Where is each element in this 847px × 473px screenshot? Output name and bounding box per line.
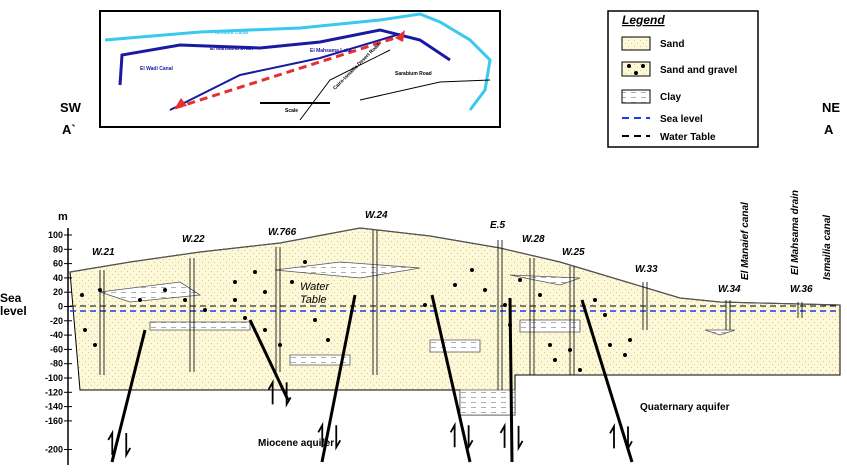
gravel: [243, 316, 247, 320]
depth-tick-label: -160: [45, 416, 63, 426]
point: A: [824, 122, 834, 137]
gravel: [183, 298, 187, 302]
depth-tick-label: -120: [45, 387, 63, 397]
gravel: [233, 298, 237, 302]
fault: [510, 298, 512, 462]
depth-tick-label: 40: [53, 273, 63, 283]
legend-title: Legend: [622, 13, 665, 27]
map-label: Ismailia Canal: [215, 30, 249, 36]
legend-item: Clay: [660, 92, 682, 103]
direction: NE: [822, 100, 840, 115]
legend-item: Sand and gravel: [660, 65, 737, 76]
depth-tick-label: 20: [53, 287, 63, 297]
well-label: W.33: [635, 264, 658, 275]
depth-tick-label: -40: [50, 330, 63, 340]
well-label: W.34: [718, 284, 741, 295]
gravel: [641, 64, 645, 68]
aquifer-label: Quaternary aquifer: [640, 402, 730, 413]
gravel: [518, 278, 522, 282]
gravel: [80, 293, 84, 297]
gravel: [253, 270, 257, 274]
depth-tick-label: -140: [45, 402, 63, 412]
gravel: [470, 268, 474, 272]
quaternary-body: [70, 228, 840, 415]
axis-unit: m: [58, 211, 68, 223]
gravel: [608, 343, 612, 347]
gravel: [290, 280, 294, 284]
gravel: [483, 288, 487, 292]
well-label: W.28: [522, 234, 545, 245]
depth-tick-label: 60: [53, 259, 63, 269]
depth-tick-label: -60: [50, 344, 63, 354]
depth-tick-label: -100: [45, 373, 63, 383]
gravel: [203, 308, 207, 312]
legend-swatch: [622, 90, 650, 103]
gravel: [628, 338, 632, 342]
gravel: [627, 64, 631, 68]
well-label: W.24: [365, 210, 388, 221]
well-label: W.36: [790, 284, 813, 295]
gravel: [603, 313, 607, 317]
gravel: [326, 338, 330, 342]
gravel: [278, 343, 282, 347]
gravel: [553, 358, 557, 362]
gravel: [623, 353, 627, 357]
legend-swatch: [622, 37, 650, 50]
canal-label: El Mahsama drain: [790, 190, 801, 275]
gravel: [568, 348, 572, 352]
sea-level-label: Sea level: [0, 292, 40, 318]
legend-frame: [608, 11, 758, 147]
gravel: [303, 260, 307, 264]
map-label: Scale: [285, 108, 298, 114]
map-label: El Wadi Canal: [140, 66, 173, 72]
diagram: Ismailia Canal El Mahsama Drain El Mahsa…: [0, 0, 847, 473]
legend-item: Sea level: [660, 114, 703, 125]
map-label: El Mahsama Drain: [210, 46, 253, 52]
gravel: [138, 298, 142, 302]
gravel: [83, 328, 87, 332]
depth-tick-label: -20: [50, 316, 63, 326]
map-label: Sarabium Road: [395, 71, 432, 77]
gravel: [233, 280, 237, 284]
water-table-label: Water Table: [300, 281, 345, 307]
well-label: W.22: [182, 234, 205, 245]
gravel: [313, 318, 317, 322]
gravel: [538, 293, 542, 297]
legend-item: Sand: [660, 39, 684, 50]
map-label: El Mahsama Lake: [310, 48, 352, 54]
canal-label: Ismailia canal: [822, 215, 833, 280]
gravel: [453, 283, 457, 287]
legend-item: Water Table: [660, 132, 716, 143]
depth-tick-label: 0: [58, 302, 63, 312]
gravel: [578, 368, 582, 372]
page: Ismailia Canal El Mahsama Drain El Mahsa…: [0, 0, 847, 473]
gravel: [98, 288, 102, 292]
well-label: W.21: [92, 247, 115, 258]
depth-tick-label: -80: [50, 359, 63, 369]
gravel: [634, 71, 638, 75]
gravel: [423, 303, 427, 307]
gravel: [593, 298, 597, 302]
direction: SW: [60, 100, 82, 115]
gravel: [548, 343, 552, 347]
well-label: W.25: [562, 247, 585, 258]
gravel: [503, 303, 507, 307]
depth-tick-label: 80: [53, 244, 63, 254]
gravel: [163, 288, 167, 292]
canal-label: El Manaief canal: [740, 202, 751, 280]
depth-tick-label: -200: [45, 445, 63, 455]
gravel: [93, 343, 97, 347]
gravel: [263, 290, 267, 294]
well-label: W.766: [268, 227, 297, 238]
point: A`: [62, 122, 76, 137]
depth-tick-label: 100: [48, 230, 63, 240]
gravel: [263, 328, 267, 332]
well-label: E.5: [490, 220, 505, 231]
gravel: [508, 323, 512, 327]
